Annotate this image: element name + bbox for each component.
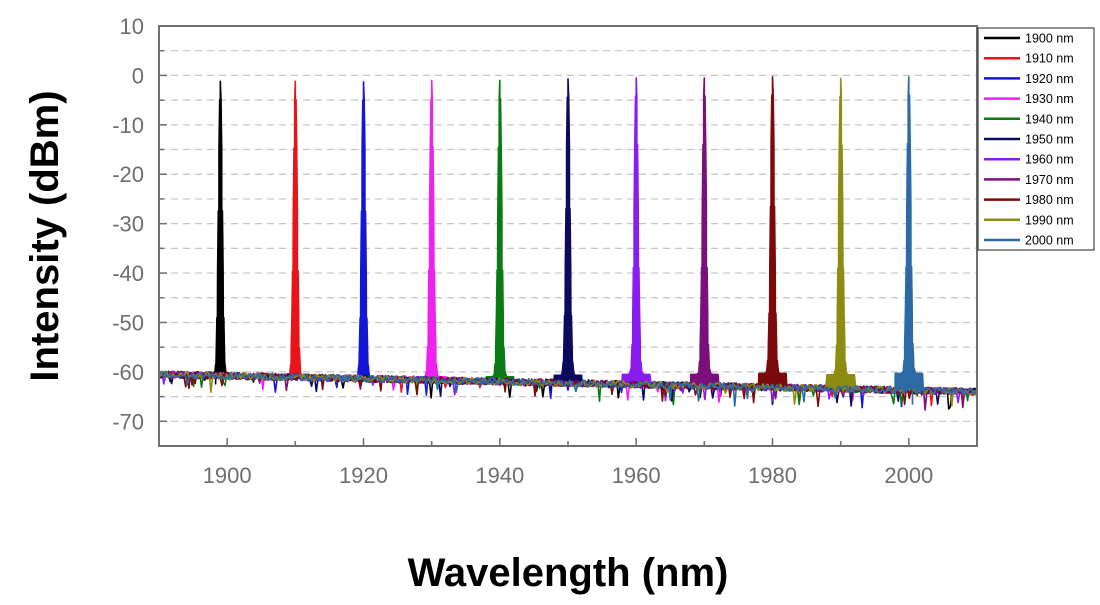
y-tick-label: 0 (132, 63, 144, 88)
y-tick-label: -60 (112, 360, 144, 385)
legend-label: 1900 nm (1025, 32, 1074, 46)
series-line-1950-nm (158, 78, 978, 407)
y-tick-label: -10 (112, 113, 144, 138)
legend-label: 1910 nm (1025, 52, 1074, 66)
axis-ticks (159, 25, 910, 446)
legend-label: 1980 nm (1025, 193, 1074, 207)
y-tick-label: -70 (112, 409, 144, 434)
legend-label: 1920 nm (1025, 72, 1074, 86)
x-tick-label: 1960 (612, 463, 661, 488)
legend-label: 1940 nm (1025, 112, 1074, 126)
y-tick-label: -30 (112, 212, 144, 237)
y-tick-labels: 10 0 -10 -20 -30 -40 -50 -60 -70 (112, 14, 144, 434)
y-axis-title: Intensity (dBm) (23, 90, 67, 381)
legend-label: 1950 nm (1025, 133, 1074, 147)
series-line-2000-nm (158, 76, 978, 407)
y-tick-label: -40 (112, 261, 144, 286)
legend-label: 1960 nm (1025, 153, 1074, 167)
series-line-1990-nm (158, 77, 978, 407)
x-axis-title: Wavelength (nm) (408, 551, 729, 595)
series-group (158, 76, 978, 411)
x-tick-label: 1980 (748, 463, 797, 488)
x-tick-label: 1940 (475, 463, 524, 488)
y-tick-label: 10 (120, 14, 144, 39)
legend-label: 2000 nm (1025, 234, 1074, 248)
x-tick-label: 1900 (203, 463, 252, 488)
x-tick-label: 2000 (884, 463, 933, 488)
y-tick-label: -20 (112, 162, 144, 187)
legend-label: 1970 nm (1025, 173, 1074, 187)
x-tick-label: 1920 (339, 463, 388, 488)
legend-label: 1990 nm (1025, 213, 1074, 227)
legend-label: 1930 nm (1025, 92, 1074, 106)
legend: 1900 nm 1910 nm 1920 nm 1930 nm 1940 nm 1950 … (977, 27, 1095, 251)
x-tick-labels: 1900 1920 1940 1960 1980 2000 (203, 463, 934, 488)
y-tick-label: -50 (112, 310, 144, 335)
